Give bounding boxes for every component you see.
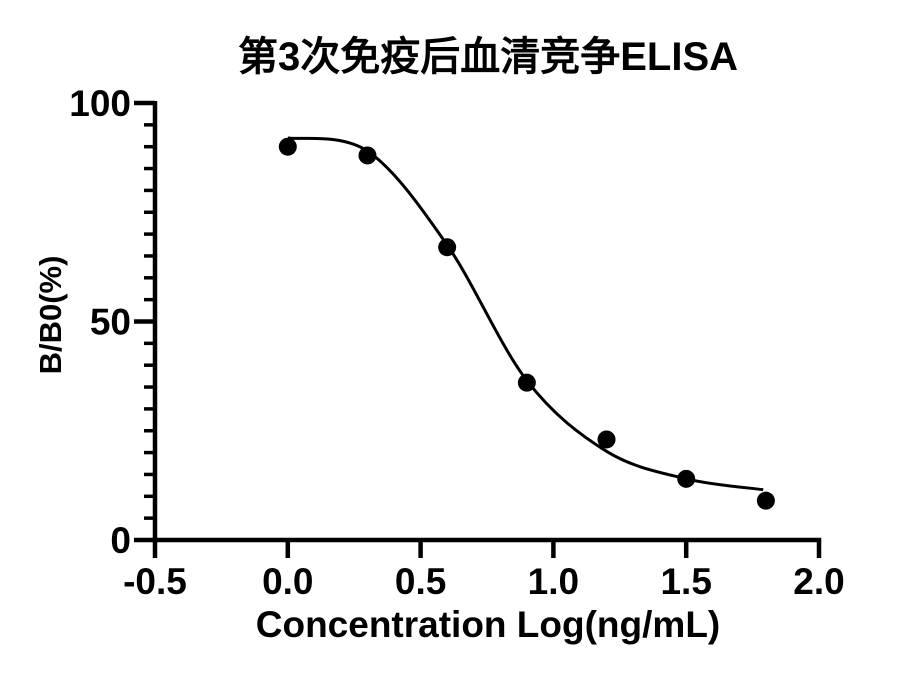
x-tick-label: -0.5: [123, 561, 187, 602]
data-point: [677, 469, 696, 488]
y-tick-label: 0: [110, 520, 131, 561]
data-point: [756, 491, 775, 510]
data-point: [278, 137, 297, 156]
x-tick-label: 2.0: [793, 561, 844, 602]
chart-title: 第3次免疫后血清竞争ELISA: [237, 35, 739, 79]
data-point: [358, 146, 377, 165]
y-tick-label: 100: [69, 83, 131, 124]
x-tick-label: 0.5: [395, 561, 446, 602]
x-tick-label: 0.0: [262, 561, 313, 602]
data-point: [438, 238, 457, 257]
data-point: [517, 373, 536, 392]
fit-curve: [287, 136, 764, 492]
x-tick-label: 1.0: [528, 561, 579, 602]
data-point: [597, 430, 616, 449]
x-tick-label: 1.5: [660, 561, 711, 602]
y-tick-label: 50: [90, 302, 131, 343]
x-axis-label: Concentration Log(ng/mL): [255, 604, 721, 645]
